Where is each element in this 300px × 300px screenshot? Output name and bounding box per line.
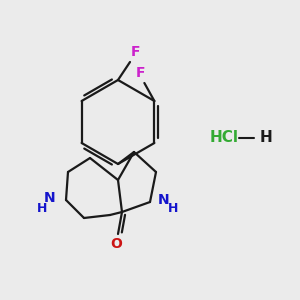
Text: F: F: [130, 45, 140, 59]
Text: HCl: HCl: [210, 130, 239, 146]
Text: O: O: [110, 237, 122, 251]
Text: N: N: [44, 191, 56, 205]
Text: F: F: [136, 66, 145, 80]
Text: H: H: [168, 202, 178, 214]
Text: H: H: [260, 130, 273, 146]
Text: H: H: [37, 202, 47, 214]
Text: N: N: [158, 193, 170, 207]
